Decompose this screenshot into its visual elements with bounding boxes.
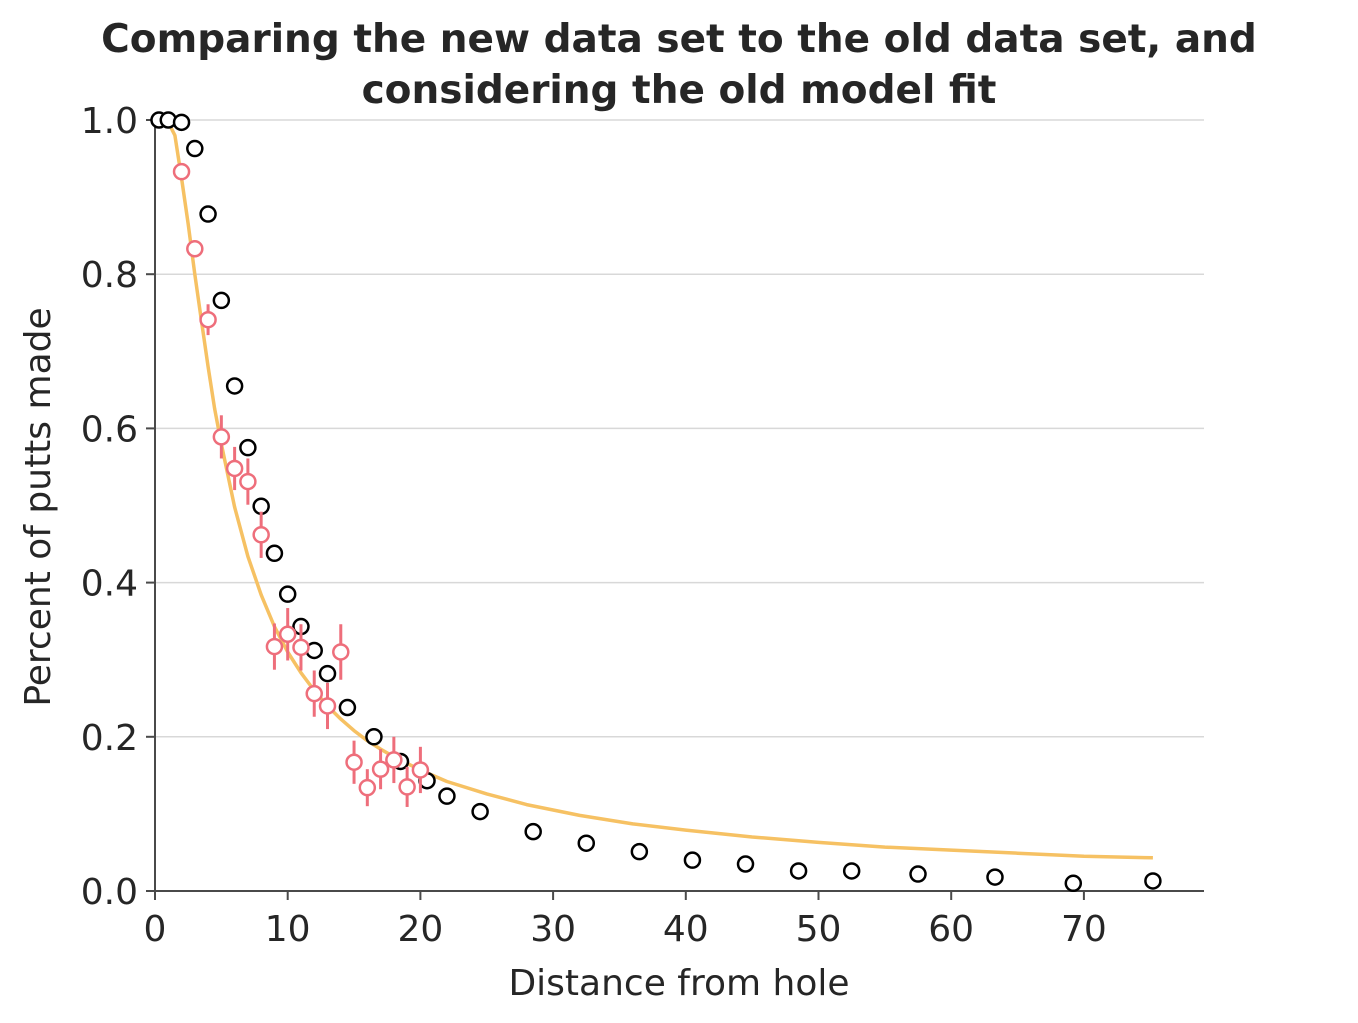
old-data-point-7 [239, 438, 257, 457]
old-data-point-30 [1144, 872, 1162, 890]
new-data-point-16 [385, 751, 403, 769]
x-tick-label-3: 30 [530, 909, 576, 950]
old-data-point-15 [365, 728, 383, 746]
old-data-point-25 [789, 862, 808, 880]
y-tick-label-1: 0.2 [81, 718, 138, 759]
new-data-point-1 [186, 240, 204, 258]
chart-title-line-2: considering the old model fit [362, 68, 997, 113]
old-data-point-27 [909, 865, 927, 883]
x-axis-ticks: 0 10 20 30 40 50 60 70 [144, 891, 1107, 950]
old-data-point-20 [524, 822, 542, 841]
new-data-point-5 [239, 472, 257, 491]
old-data-point-24 [736, 855, 755, 873]
y-axis-label: Percent of putts made [18, 307, 59, 706]
old-data-point-21 [577, 834, 596, 852]
x-tick-label-7: 70 [1061, 909, 1107, 950]
x-tick-label-2: 20 [397, 909, 443, 950]
x-tick-label-1: 10 [265, 909, 311, 950]
new-data-point-14 [358, 778, 377, 797]
new-data-point-12 [332, 643, 350, 661]
new-data-point-8 [278, 625, 297, 644]
old-data-point-29 [1064, 874, 1083, 893]
new-data-point-11 [318, 697, 337, 715]
new-data-point-10 [305, 684, 323, 703]
old-data-point-8 [252, 497, 270, 516]
old-data-point-10 [278, 585, 297, 603]
old-data-point-4 [199, 205, 217, 223]
new-data-point-0 [172, 162, 191, 181]
grid-lines [155, 119, 1204, 738]
y-tick-label-0: 0.0 [81, 872, 138, 913]
y-tick-label-3: 0.6 [81, 409, 138, 450]
old-data-point-14 [338, 698, 357, 717]
new-data-layer [172, 162, 430, 807]
old-data-point-22 [630, 842, 649, 861]
chart-title: Comparing the new data set to the old da… [101, 17, 1257, 113]
y-tick-label-5: 1.0 [81, 101, 138, 142]
new-data-point-4 [225, 459, 244, 478]
old-data-point-19 [471, 802, 489, 821]
new-data-point-7 [265, 637, 284, 656]
old-data-point-6 [225, 377, 244, 395]
old-data-point-28 [986, 868, 1004, 886]
old-data-layer [150, 111, 1162, 893]
new-data-point-18 [411, 761, 430, 779]
new-data-point-13 [345, 753, 363, 771]
old-data-point-3 [186, 139, 204, 158]
axes [154, 120, 1204, 892]
old-data-point-26 [842, 862, 861, 880]
new-data-point-6 [252, 526, 270, 544]
x-axis-label: Distance from hole [508, 963, 849, 1004]
x-tick-label-4: 40 [663, 909, 709, 950]
y-axis-ticks: 0.0 0.2 0.4 0.6 0.8 1.0 [81, 101, 155, 913]
x-tick-label-5: 50 [796, 909, 842, 950]
old-data-point-18 [438, 787, 456, 805]
new-data-point-3 [212, 428, 231, 446]
x-tick-label-6: 60 [928, 909, 974, 950]
new-data-point-15 [371, 760, 390, 778]
plot-area [150, 111, 1162, 893]
old-data-point-13 [318, 664, 337, 683]
new-data-point-2 [199, 310, 217, 329]
new-data-point-9 [292, 638, 310, 657]
model-fit-curve [158, 118, 1153, 860]
y-tick-label-2: 0.4 [81, 564, 138, 605]
old-data-point-23 [683, 851, 702, 869]
x-tick-label-0: 0 [144, 909, 167, 950]
old-data-point-9 [265, 544, 284, 563]
model-curve-layer [158, 118, 1153, 860]
old-data-point-5 [212, 291, 231, 310]
new-data-point-17 [398, 778, 416, 796]
y-tick-label-4: 0.8 [81, 255, 138, 296]
chart-title-line-1: Comparing the new data set to the old da… [101, 17, 1257, 62]
old-data-point-2 [172, 113, 191, 132]
